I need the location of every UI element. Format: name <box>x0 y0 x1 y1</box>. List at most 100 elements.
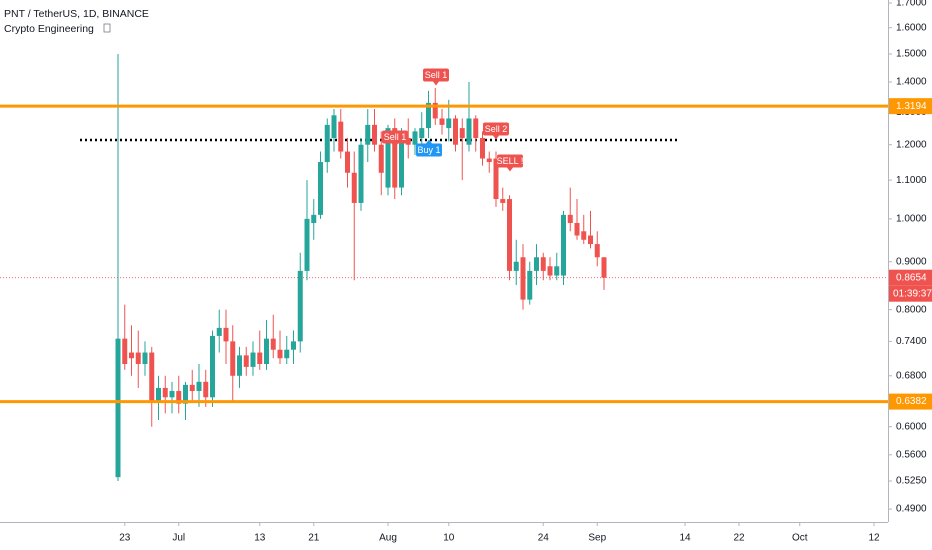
candle-body <box>520 257 526 300</box>
x-tick-label: Sep <box>588 533 606 544</box>
candle-body <box>486 158 492 163</box>
y-tick-label: 1.1000 <box>896 175 927 186</box>
candle-body <box>243 355 249 367</box>
y-tick-label: 0.6800 <box>896 370 927 381</box>
candle-body <box>196 381 202 392</box>
y-tick-label: 1.4000 <box>896 77 927 88</box>
candle-body <box>291 341 296 350</box>
candle-body <box>500 199 506 203</box>
last-price-badge <box>889 269 932 286</box>
candle-body <box>149 352 155 401</box>
candle-body <box>135 352 141 364</box>
chart-title: PNT / TetherUS, 1D, BINANCE <box>4 8 149 20</box>
candle-body <box>581 231 587 240</box>
annotation-label: Sell 1 <box>384 132 407 142</box>
countdown-badge <box>889 285 932 302</box>
candle-body <box>277 349 283 359</box>
indicator-icon[interactable] <box>103 23 111 33</box>
x-tick-label: 14 <box>679 533 691 544</box>
candle-body <box>210 335 215 398</box>
y-tick-label: 0.6000 <box>896 421 927 432</box>
annotation-box <box>382 130 408 144</box>
y-tick-label: 1.2000 <box>896 139 927 150</box>
candle-body <box>365 124 371 145</box>
candle-body <box>297 270 303 342</box>
y-tick-label: 0.8000 <box>896 304 927 315</box>
candle-body <box>554 266 560 276</box>
candle-body <box>304 218 310 271</box>
x-tick-label: 13 <box>254 533 266 544</box>
last-price-label: 0.8654 <box>896 272 927 283</box>
candle-body <box>594 244 600 258</box>
y-tick-label: 1.0000 <box>896 214 927 225</box>
candle-body <box>574 222 580 236</box>
candle-body <box>534 257 539 271</box>
annotation-label: Buy 1 <box>417 145 440 155</box>
candle-body <box>331 115 337 138</box>
candle-body <box>142 352 148 364</box>
annotation-pointer <box>426 139 432 144</box>
candle-body <box>372 124 377 145</box>
indicator-name: Crypto Engineering <box>4 23 94 35</box>
candle-body <box>318 162 323 215</box>
candle-body <box>601 257 607 278</box>
candle-body <box>480 137 485 159</box>
annotation-label: SELL ! <box>497 156 524 166</box>
y-tick-label: 0.9000 <box>896 256 927 267</box>
candle-body <box>257 352 263 364</box>
candle-body <box>567 214 573 223</box>
candle-body <box>466 118 472 145</box>
candle-body <box>264 338 269 364</box>
candle-body <box>250 352 256 367</box>
annotation-pointer <box>507 167 513 172</box>
annotation-box <box>497 154 523 168</box>
candle-body <box>405 137 411 145</box>
x-tick-label: Aug <box>379 533 397 544</box>
x-tick-label: 10 <box>443 533 455 544</box>
x-tick-label: Jul <box>172 533 185 544</box>
x-tick-label: 12 <box>868 533 880 544</box>
candle-body <box>513 261 519 271</box>
candle-body <box>122 338 128 364</box>
candle-body <box>459 128 465 138</box>
y-tick-label: 1.6000 <box>896 22 927 33</box>
candle-body <box>547 266 553 276</box>
y-tick-label: 0.5600 <box>896 449 927 460</box>
candle-body <box>189 384 195 392</box>
candle-body <box>385 128 391 188</box>
candle-body <box>115 338 121 478</box>
y-tick-label: 0.7400 <box>896 336 927 347</box>
candle-body <box>230 341 236 376</box>
y-tick-label: 0.5250 <box>896 476 927 487</box>
level-badge <box>889 393 932 410</box>
candle-body <box>311 214 317 223</box>
annotation-box <box>483 122 509 136</box>
candle-body <box>345 151 350 173</box>
x-tick-label: 23 <box>119 533 131 544</box>
candle-body <box>358 144 364 203</box>
candle-body <box>527 270 533 300</box>
candle-body <box>156 387 161 401</box>
candle-body <box>284 349 290 359</box>
annotation-pointer <box>493 135 499 140</box>
candle-body <box>426 102 431 129</box>
level-label: 0.6382 <box>896 396 927 407</box>
candle-body <box>216 327 222 336</box>
candle-body <box>493 158 499 200</box>
candle-body <box>169 391 175 398</box>
level-label: 1.3194 <box>896 101 927 112</box>
level-badge <box>889 98 932 115</box>
candle-body <box>412 131 418 145</box>
candle-body <box>453 118 458 145</box>
x-tick-label: 22 <box>733 533 745 544</box>
annotation-label: Sell 2 <box>485 124 508 134</box>
candle-body <box>473 118 479 138</box>
candle-body <box>203 381 209 398</box>
candle-body <box>432 102 438 119</box>
x-tick-label: Oct <box>792 533 808 544</box>
candle-body <box>399 137 404 188</box>
candle-body <box>351 172 357 203</box>
candle-body <box>183 384 188 404</box>
